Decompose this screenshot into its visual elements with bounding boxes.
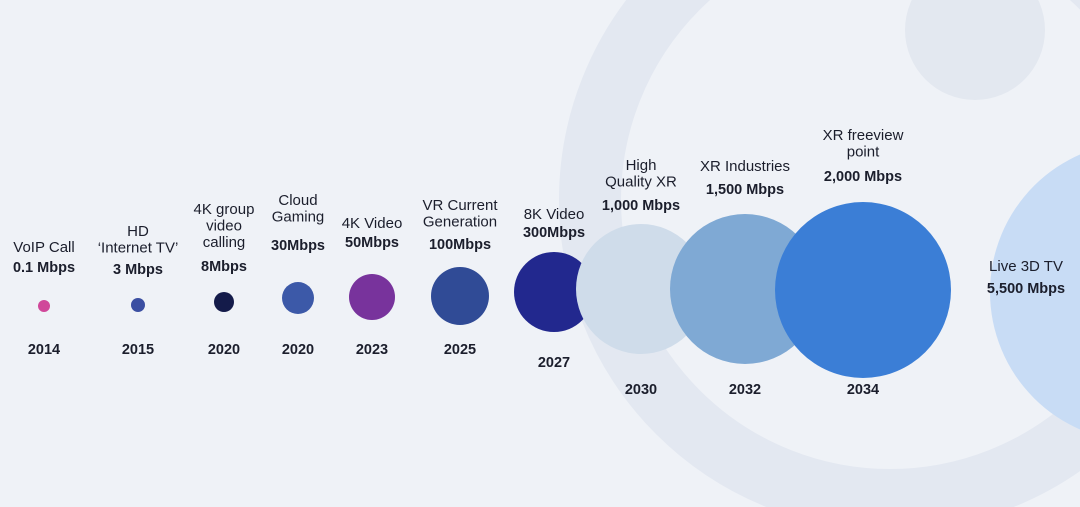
bubble-name-label: Generation <box>423 214 497 231</box>
bubble-value-label: 30Mbps <box>271 238 325 254</box>
bubble-name-label: Live 3D TV <box>989 258 1063 275</box>
bubble-name-label: ‘Internet TV’ <box>98 240 179 257</box>
bubble-value-label: 1,500 Mbps <box>706 182 784 198</box>
bubble-year-label: 2020 <box>282 342 314 358</box>
bubble-value-label: 100Mbps <box>429 237 491 253</box>
bubble-year-label: 2015 <box>122 342 154 358</box>
bubble-value-label: 3 Mbps <box>113 262 163 278</box>
bubble-name-label: HD <box>127 223 149 240</box>
bubble-8 <box>576 224 706 354</box>
label-layer: VoIP Call 0.1 Mbps 2014 HD‘Internet TV’ 3 Mb… <box>13 127 1065 398</box>
bubble-year-label: 2014 <box>28 342 60 358</box>
bubble-year-label: 2032 <box>729 382 761 398</box>
bubble-name-label: Gaming <box>272 209 325 226</box>
bubble-4 <box>282 282 314 314</box>
bubble-name-label: 4K Video <box>342 215 403 232</box>
bubble-name-label: High <box>626 157 657 174</box>
bubble-name-label: XR Industries <box>700 158 790 175</box>
bubble-name-label: Quality XR <box>605 174 677 191</box>
bubble-name-label: 4K group <box>194 201 255 218</box>
bubble-year-label: 2025 <box>444 342 476 358</box>
bubble-value-label: 1,000 Mbps <box>602 198 680 214</box>
bubble-name-label: VoIP Call <box>13 239 74 256</box>
bubble-5 <box>349 274 395 320</box>
bubble-year-label: 2030 <box>625 382 657 398</box>
bubble-value-label: 5,500 Mbps <box>987 281 1065 297</box>
bubble-10 <box>775 202 951 378</box>
bubble-name-label: point <box>847 144 880 161</box>
bubble-year-label: 2020 <box>208 342 240 358</box>
bubble-name-label: video <box>206 218 242 235</box>
bubble-layer <box>38 154 1080 430</box>
bubble-11 <box>990 154 1080 430</box>
bubble-value-label: 8Mbps <box>201 259 247 275</box>
bubble-1 <box>38 300 50 312</box>
bubble-year-label: 2034 <box>847 382 879 398</box>
bubble-year-label: 2027 <box>538 355 570 371</box>
bubble-name-label: VR Current <box>422 197 498 214</box>
bubble-year-label: 2023 <box>356 342 388 358</box>
bubble-3 <box>214 292 234 312</box>
bubble-7 <box>514 252 594 332</box>
bubble-value-label: 0.1 Mbps <box>13 260 75 276</box>
bubble-name-label: Cloud <box>278 192 317 209</box>
bubble-9 <box>670 214 820 364</box>
bubble-name-label: XR freeview <box>823 127 904 144</box>
bubble-value-label: 300Mbps <box>523 225 585 241</box>
bubble-name-label: calling <box>203 234 246 251</box>
background-decoration <box>559 0 1080 507</box>
bubble-6 <box>431 267 489 325</box>
bubble-name-label: 8K Video <box>524 206 585 223</box>
bubble-2 <box>131 298 145 312</box>
bubble-value-label: 2,000 Mbps <box>824 169 902 185</box>
bubble-value-label: 50Mbps <box>345 235 399 251</box>
